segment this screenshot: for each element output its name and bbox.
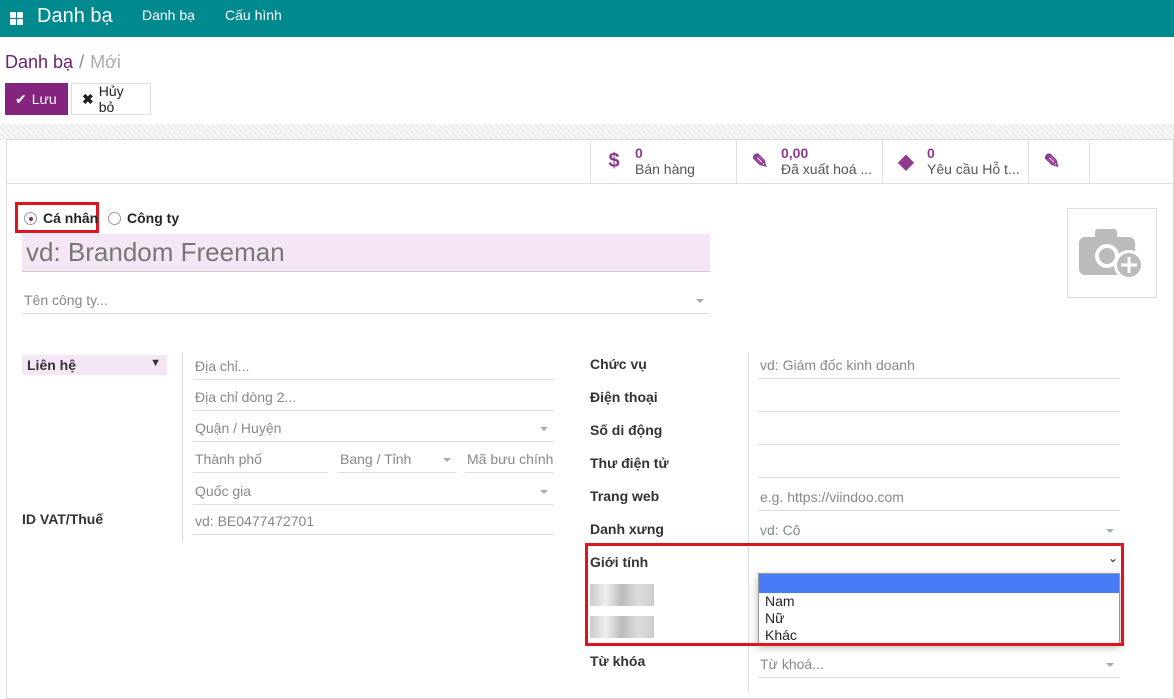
apps-menu-icon[interactable] (10, 12, 23, 25)
chevron-down-icon: ▼ (150, 357, 161, 369)
radio-individual[interactable]: Cá nhân (24, 210, 98, 226)
radio-label: Công ty (127, 210, 180, 226)
blurred-label (590, 584, 654, 606)
background-strip (0, 124, 1174, 140)
breadcrumb: Danh bạ / Mới (5, 52, 121, 73)
website-input[interactable]: e.g. https://viindoo.com (758, 485, 1120, 511)
phone-input[interactable] (758, 386, 1120, 412)
cancel-label: Hủy bỏ (98, 83, 124, 115)
chevron-down-icon: ⌄ (1107, 551, 1118, 565)
breadcrumb-parent[interactable]: Danh bạ (5, 52, 74, 72)
app-title[interactable]: Danh bạ (37, 5, 113, 27)
radio-company[interactable]: Công ty (108, 210, 179, 226)
country-select[interactable]: Quốc gia (193, 479, 554, 505)
mobile-input[interactable] (758, 419, 1120, 445)
stat-more-button[interactable]: ✎ (1028, 140, 1090, 183)
gender-option-male[interactable]: Nam (765, 593, 795, 609)
city-input[interactable]: Thành phố (193, 447, 328, 473)
stat-label: Yêu cầu Hỗ t... (927, 160, 1020, 177)
cancel-button[interactable]: ✖ Hủy bỏ (71, 83, 151, 115)
email-label: Thư điện tử (590, 455, 669, 471)
divider (7, 183, 1173, 184)
edit-icon: ✎ (1043, 151, 1061, 173)
job-position-input[interactable]: vd: Giám đốc kinh doanh (758, 353, 1120, 379)
tags-input[interactable]: Từ khoá... (758, 652, 1120, 678)
tags-label: Từ khóa (590, 653, 646, 669)
gender-option-female[interactable]: Nữ (765, 610, 785, 626)
edit-icon: ✎ (751, 151, 769, 173)
street2-input[interactable]: Địa chỉ dòng 2... (193, 385, 554, 411)
photo-upload[interactable] (1067, 208, 1157, 298)
title-label: Danh xưng (590, 521, 664, 537)
highlight-box (585, 543, 1124, 646)
dollar-icon: $ (608, 150, 620, 172)
save-label: Lưu (31, 91, 57, 107)
phone-label: Điện thoại (590, 389, 658, 405)
address-type-select[interactable]: Liên hệ ▼ (22, 355, 167, 375)
vat-label: ID VAT/Thuế (22, 511, 104, 527)
title-select[interactable]: vd: Cô (758, 518, 1120, 544)
stat-label: Đã xuất hoá ... (781, 160, 873, 177)
stat-tickets-button[interactable]: ◆ 0 Yêu cầu Hỗ t... (882, 140, 1028, 183)
radio-unchecked-icon (108, 211, 121, 225)
stat-sales-button[interactable]: $0 Bán hàng (590, 140, 736, 183)
breadcrumb-current: Mới (90, 52, 121, 72)
state-select[interactable]: Bang / Tỉnh (338, 447, 457, 473)
breadcrumb-separator: / (79, 52, 85, 72)
check-icon: ✔ (15, 90, 27, 107)
stat-label: Bán hàng (635, 160, 695, 177)
job-position-label: Chức vụ (590, 356, 647, 372)
stat-value: 0,00 (781, 144, 809, 161)
vat-input[interactable]: vd: BE0477472701 (193, 509, 554, 535)
ticket-icon: ◆ (898, 151, 914, 173)
menu-cau-hinh[interactable]: Cấu hình (225, 7, 282, 23)
gender-label: Giới tính (590, 554, 649, 570)
top-navbar: Danh bạ Danh bạ Cấu hình (0, 0, 1174, 37)
gender-select[interactable]: ⌄ (758, 551, 1120, 573)
gender-option-other[interactable]: Khác (765, 627, 797, 643)
close-icon: ✖ (82, 90, 94, 107)
camera-plus-icon (1079, 229, 1144, 280)
stat-invoiced-button[interactable]: ✎ 0,00 Đã xuất hoá ... (736, 140, 882, 183)
zip-input[interactable]: Mã bưu chính (465, 447, 554, 473)
address-type-value: Liên hệ (27, 357, 77, 373)
district-select[interactable]: Quận / Huyện (193, 416, 554, 442)
mobile-label: Số di động (590, 422, 663, 438)
company-name-input[interactable]: Tên công ty... (22, 288, 710, 314)
highlight-box (15, 202, 99, 233)
save-button[interactable]: ✔ Lưu (5, 83, 68, 115)
blurred-label (590, 616, 654, 638)
gender-option-empty[interactable] (759, 574, 1119, 593)
radio-checked-icon (24, 211, 37, 225)
email-input[interactable] (758, 452, 1120, 478)
divider (748, 352, 749, 692)
name-input[interactable]: vd: Brandom Freeman (22, 234, 710, 272)
stat-value: 0 (635, 144, 643, 161)
divider (182, 352, 183, 542)
stat-value: 0 (927, 144, 935, 161)
menu-danh-ba[interactable]: Danh bạ (142, 7, 195, 23)
radio-label: Cá nhân (43, 210, 99, 226)
street-input[interactable]: Địa chỉ... (193, 354, 554, 380)
website-label: Trang web (590, 488, 660, 504)
